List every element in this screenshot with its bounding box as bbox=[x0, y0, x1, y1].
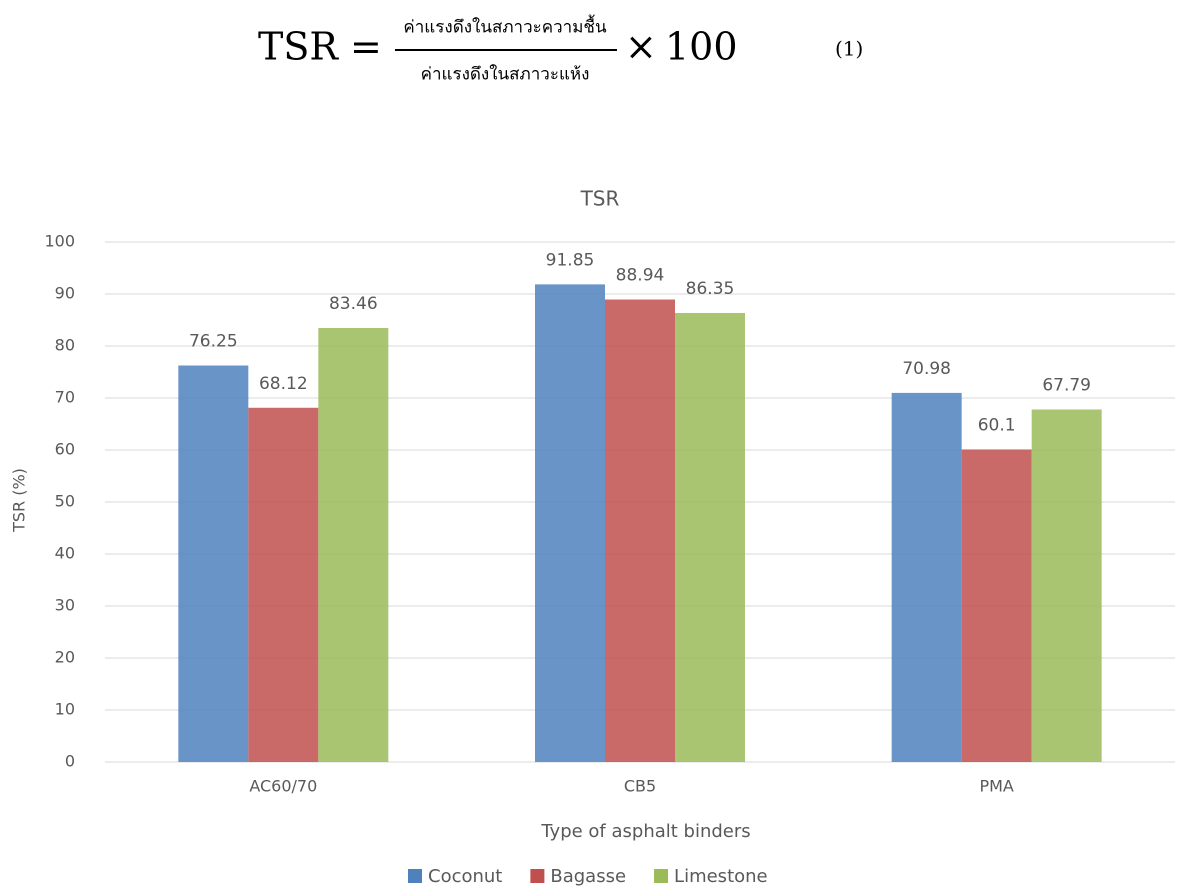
y-tick-label: 60 bbox=[55, 440, 75, 459]
y-tick-label: 80 bbox=[55, 336, 75, 355]
legend-label: Coconut bbox=[428, 866, 502, 887]
value-label: 70.98 bbox=[902, 359, 951, 379]
equation-number: (1) bbox=[835, 37, 863, 61]
value-label: 83.46 bbox=[329, 294, 378, 314]
bar bbox=[891, 392, 962, 762]
formula-numerator: ค่าแรงดึงในสภาวะความชื้น bbox=[403, 15, 607, 38]
x-tick-label: CB5 bbox=[624, 777, 656, 796]
y-tick-label: 30 bbox=[55, 596, 75, 615]
formula-lhs: TSR bbox=[258, 25, 339, 69]
value-label: 67.79 bbox=[1042, 375, 1091, 395]
bar bbox=[318, 328, 389, 762]
bar bbox=[961, 449, 1032, 762]
value-label: 76.25 bbox=[189, 332, 238, 352]
formula-times: × bbox=[625, 25, 657, 69]
chart-title: TSR bbox=[580, 187, 620, 211]
y-tick-label: 0 bbox=[65, 752, 75, 771]
formula-multiplier: 100 bbox=[665, 25, 738, 69]
bar bbox=[675, 312, 745, 762]
value-label: 60.1 bbox=[978, 415, 1016, 435]
y-tick-label: 40 bbox=[55, 544, 75, 563]
value-label: 88.94 bbox=[616, 266, 665, 286]
bar bbox=[178, 365, 249, 762]
bar bbox=[1031, 409, 1102, 762]
legend-swatch bbox=[408, 869, 422, 883]
y-tick-label: 100 bbox=[44, 232, 75, 251]
bar bbox=[248, 407, 319, 762]
legend-label: Limestone bbox=[674, 866, 768, 887]
y-tick-label: 10 bbox=[55, 700, 75, 719]
x-axis-label: Type of asphalt binders bbox=[540, 821, 750, 842]
x-tick-label: PMA bbox=[979, 777, 1013, 796]
legend-swatch bbox=[530, 869, 545, 883]
legend-swatch bbox=[654, 869, 669, 883]
y-tick-label: 50 bbox=[55, 492, 75, 511]
value-label: 91.85 bbox=[546, 250, 595, 270]
formula-denominator: ค่าแรงดึงในสภาวะแห้ง bbox=[421, 64, 590, 85]
y-tick-label: 20 bbox=[55, 648, 75, 667]
formula-equals: = bbox=[350, 25, 382, 69]
value-label: 86.35 bbox=[686, 279, 735, 299]
bar bbox=[535, 284, 605, 762]
legend-label: Bagasse bbox=[550, 866, 626, 887]
bar bbox=[605, 299, 675, 762]
value-label: 68.12 bbox=[259, 374, 308, 394]
y-axis-label: TSR (%) bbox=[10, 468, 29, 533]
x-tick-label: AC60/70 bbox=[249, 777, 317, 796]
y-tick-label: 70 bbox=[55, 388, 75, 407]
y-tick-label: 90 bbox=[55, 284, 75, 303]
